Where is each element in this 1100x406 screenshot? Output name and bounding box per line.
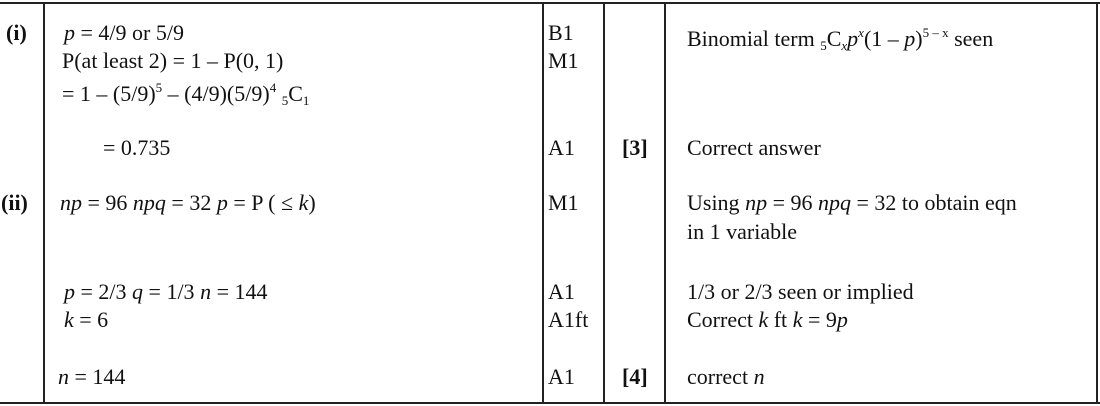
text-segment: correct (687, 364, 754, 389)
column-divider (603, 3, 605, 403)
part-label: (ii) (1, 190, 28, 215)
text-segment: C (826, 26, 842, 51)
column-divider (1096, 3, 1098, 403)
text-segment: = P ( ≤ (227, 190, 299, 215)
text-segment: ) (308, 190, 316, 215)
guidance-line: Correct k ft k = 9p (687, 307, 848, 333)
text-segment: np (745, 190, 768, 215)
text-segment: = 96 (82, 190, 133, 215)
text-segment: = 96 (767, 190, 818, 215)
mark: A1 (548, 135, 575, 160)
working-line: = 0.735 (103, 135, 170, 161)
guidance-line: correct n (687, 364, 765, 390)
text-segment: P(at least 2) = 1 – P(0, 1) (62, 48, 284, 73)
guidance-line: 1/3 or 2/3 seen or implied (687, 279, 914, 305)
text-segment: n (753, 364, 765, 389)
text-segment: p (64, 279, 75, 304)
table-bottom-border (0, 402, 1100, 404)
text-segment: x (858, 25, 864, 40)
text-segment: in 1 variable (687, 219, 797, 244)
text-segment: = 4/9 or 5/9 (75, 20, 184, 45)
text-segment: = 1/3 (143, 279, 201, 304)
text-segment: k (792, 307, 803, 332)
working-line: P(at least 2) = 1 – P(0, 1) (62, 48, 283, 74)
text-segment: k (298, 190, 309, 215)
text-segment: = 144 (211, 279, 268, 304)
text-segment: p (904, 26, 916, 51)
mark: A1 (548, 279, 575, 304)
text-segment: Correct (687, 307, 759, 332)
guidance-line: Correct answer (687, 135, 821, 161)
text-segment: n (58, 364, 69, 389)
text-segment: k (758, 307, 769, 332)
text-segment: q (132, 279, 144, 304)
guidance-line: Using np = 96 npq = 32 to obtain eqn (687, 190, 1017, 216)
text-segment: p (216, 190, 228, 215)
working-line: p = 4/9 or 5/9 (64, 20, 184, 46)
mark: M1 (548, 48, 579, 73)
text-segment: Using (687, 190, 746, 215)
column-divider (542, 3, 544, 403)
text-segment: np (60, 190, 82, 215)
text-segment: C (288, 81, 303, 106)
mark: A1ft (548, 307, 589, 332)
guidance-line: in 1 variable (687, 219, 797, 245)
text-segment: – (4/9)(5/9) (162, 81, 270, 106)
text-segment: 5 (820, 38, 827, 53)
text-segment: = 32 (165, 190, 217, 215)
mark: A1 (548, 364, 575, 389)
text-segment: = 9 (802, 307, 837, 332)
text-segment: p (847, 26, 859, 51)
part-total: [3] (622, 135, 648, 160)
text-segment: (1 – (863, 26, 905, 51)
mark: B1 (548, 20, 574, 45)
text-segment: = 144 (69, 364, 126, 389)
text-segment: 1 (302, 93, 310, 108)
text-segment: 4 (269, 80, 277, 95)
text-segment: = 32 to obtain eqn (850, 190, 1017, 215)
text-segment: 5 (281, 93, 289, 108)
working-line: np = 96 npq = 32 p = P ( ≤ k) (60, 190, 316, 216)
table-top-border (0, 2, 1100, 4)
text-segment: Correct answer (687, 135, 821, 160)
working-line: p = 2/3 q = 1/3 n = 144 (64, 279, 267, 305)
text-segment: = 1 – (5/9) (62, 81, 156, 106)
text-segment: 5 – x (922, 25, 949, 40)
text-segment: ) (915, 26, 923, 51)
part-label: (i) (6, 20, 27, 45)
text-segment: x (841, 38, 848, 53)
text-segment: = 2/3 (75, 279, 133, 304)
working-line: = 1 – (5/9)5 – (4/9)(5/9)4 5C1 (62, 75, 309, 114)
column-divider (43, 3, 45, 403)
text-segment: n (200, 279, 212, 304)
working-line: n = 144 (58, 364, 125, 390)
text-segment: = 6 (73, 307, 109, 332)
text-segment: p (64, 20, 75, 45)
text-segment: npq (817, 190, 851, 215)
text-segment: npq (132, 190, 166, 215)
text-segment: ft (768, 307, 793, 332)
working-line: k = 6 (64, 307, 108, 333)
text-segment: 1/3 or 2/3 seen or implied (687, 279, 914, 304)
text-segment: = 0.735 (103, 135, 171, 160)
text-segment: Binomial term (687, 26, 821, 51)
mark: M1 (548, 190, 579, 215)
text-segment: k (64, 307, 74, 332)
text-segment: p (836, 307, 848, 332)
part-total: [4] (622, 364, 648, 389)
text-segment: 5 (155, 80, 163, 95)
column-divider (664, 3, 666, 403)
guidance-line: Binomial term 5Cxpx(1 – p)5 – x seen (687, 20, 993, 59)
text-segment: seen (948, 26, 994, 51)
